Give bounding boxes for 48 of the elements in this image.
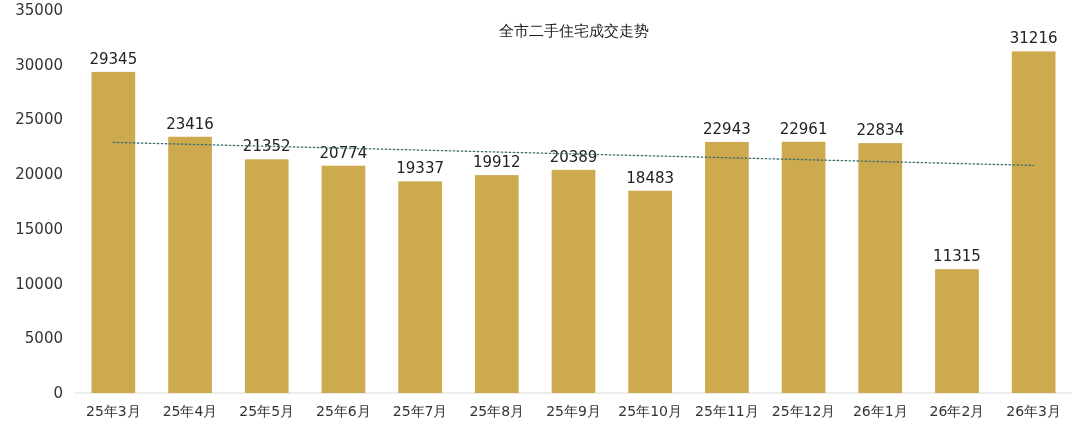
x-tick-label: 25年11月 [695,403,759,419]
bar [398,181,442,393]
y-tick-label: 10000 [15,274,63,293]
x-tick-label: 25年10月 [618,403,683,419]
bar [628,190,673,393]
data-label: 20774 [319,143,368,162]
bar [551,169,596,393]
x-tick-label: 26年2月 [929,403,985,419]
bar [935,269,979,393]
x-tick-label: 26年1月 [852,403,908,419]
bar [91,71,136,393]
data-label: 22834 [856,121,905,140]
y-tick-label: 15000 [15,219,63,238]
y-tick-label: 5000 [24,329,63,348]
x-tick-label: 25年12月 [771,403,836,419]
data-label: 21352 [242,137,291,156]
y-tick-label: 0 [53,384,63,402]
data-label: 23416 [166,114,214,133]
bar [168,136,212,393]
x-tick-label: 25年4月 [162,403,218,419]
bar [474,175,519,393]
data-label: 22961 [779,119,828,138]
x-tick-label: 25年9月 [546,403,601,419]
y-tick-label: 35000 [15,1,63,19]
bar [781,141,826,393]
data-label: 18483 [626,168,675,187]
y-tick-label: 20000 [15,165,63,184]
y-tick-label: 30000 [15,55,63,74]
bar [705,141,749,393]
data-label: 31216 [1009,29,1058,48]
x-tick-label: 25年8月 [469,403,525,419]
bar [321,165,366,393]
data-label: 11315 [933,247,981,266]
text: 全市二手住宅成交走势 [498,22,649,40]
x-tick-label: 25年3月 [85,403,141,419]
bar [858,143,903,393]
x-tick-label: 25年5月 [239,403,295,419]
x-tick-label: 25年6月 [316,403,371,419]
data-label: 29345 [89,49,138,68]
data-label: 20389 [549,147,598,166]
bar [1011,51,1056,393]
x-tick-label: 25年7月 [392,403,448,419]
data-label: 22943 [703,119,751,138]
bar [244,159,289,393]
x-tick-label: 26年3月 [1006,403,1062,419]
y-tick-label: 25000 [15,110,63,129]
data-label: 19912 [472,153,521,172]
data-label: 19337 [396,159,444,178]
